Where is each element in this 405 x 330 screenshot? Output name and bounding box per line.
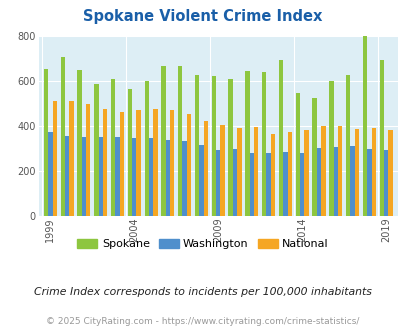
Bar (86, 104, 90, 216)
Bar (132, 138, 136, 216)
Bar (81, 138, 86, 216)
Bar (283, 152, 287, 216)
Bar (299, 152, 304, 216)
Bar (199, 145, 203, 216)
Text: Crime Index corresponds to incidents per 100,000 inhabitants: Crime Index corresponds to incidents per… (34, 287, 371, 297)
Bar (362, 36, 366, 216)
Bar (65, 136, 69, 216)
Bar (77, 70, 81, 216)
Bar (254, 127, 258, 216)
Bar (94, 83, 98, 216)
Bar (245, 71, 249, 216)
Bar (115, 138, 119, 216)
Bar (182, 141, 186, 216)
Bar (211, 76, 215, 216)
Text: Spokane Violent Crime Index: Spokane Violent Crime Index (83, 9, 322, 24)
Bar (178, 66, 182, 216)
Bar (52, 102, 57, 216)
Bar (266, 152, 270, 216)
Bar (287, 132, 291, 216)
Bar (203, 120, 207, 216)
Bar (350, 147, 354, 216)
Bar (98, 138, 102, 216)
Bar (128, 89, 132, 216)
Bar (165, 140, 170, 216)
Bar (316, 148, 320, 216)
Bar (232, 149, 237, 216)
Bar (194, 75, 199, 216)
Bar (354, 129, 358, 216)
Bar (215, 150, 220, 216)
Bar (387, 130, 392, 216)
Bar (60, 56, 65, 216)
Bar (220, 125, 224, 216)
Bar (136, 111, 141, 216)
Bar (111, 80, 115, 216)
Bar (153, 109, 157, 216)
Bar (261, 72, 266, 216)
Bar (102, 109, 107, 216)
Bar (379, 60, 383, 216)
Bar (44, 69, 48, 216)
Legend: Spokane, Washington, National: Spokane, Washington, National (72, 234, 333, 253)
Bar (144, 81, 149, 216)
Bar (186, 114, 191, 216)
Bar (328, 81, 333, 216)
Bar (119, 112, 124, 216)
Bar (161, 66, 165, 216)
Bar (270, 134, 275, 216)
Text: © 2025 CityRating.com - https://www.cityrating.com/crime-statistics/: © 2025 CityRating.com - https://www.city… (46, 317, 359, 326)
Bar (69, 102, 73, 216)
Bar (170, 111, 174, 216)
Bar (295, 92, 299, 216)
Bar (383, 150, 387, 216)
Bar (149, 138, 153, 216)
Bar (48, 132, 52, 216)
Bar (345, 75, 350, 216)
Bar (371, 128, 375, 216)
Bar (228, 79, 232, 216)
Bar (337, 126, 341, 216)
Bar (304, 130, 308, 216)
Bar (320, 126, 325, 216)
Bar (237, 128, 241, 216)
Bar (366, 149, 371, 216)
Bar (333, 147, 337, 216)
Bar (278, 60, 283, 216)
Bar (249, 153, 254, 216)
Bar (312, 98, 316, 216)
